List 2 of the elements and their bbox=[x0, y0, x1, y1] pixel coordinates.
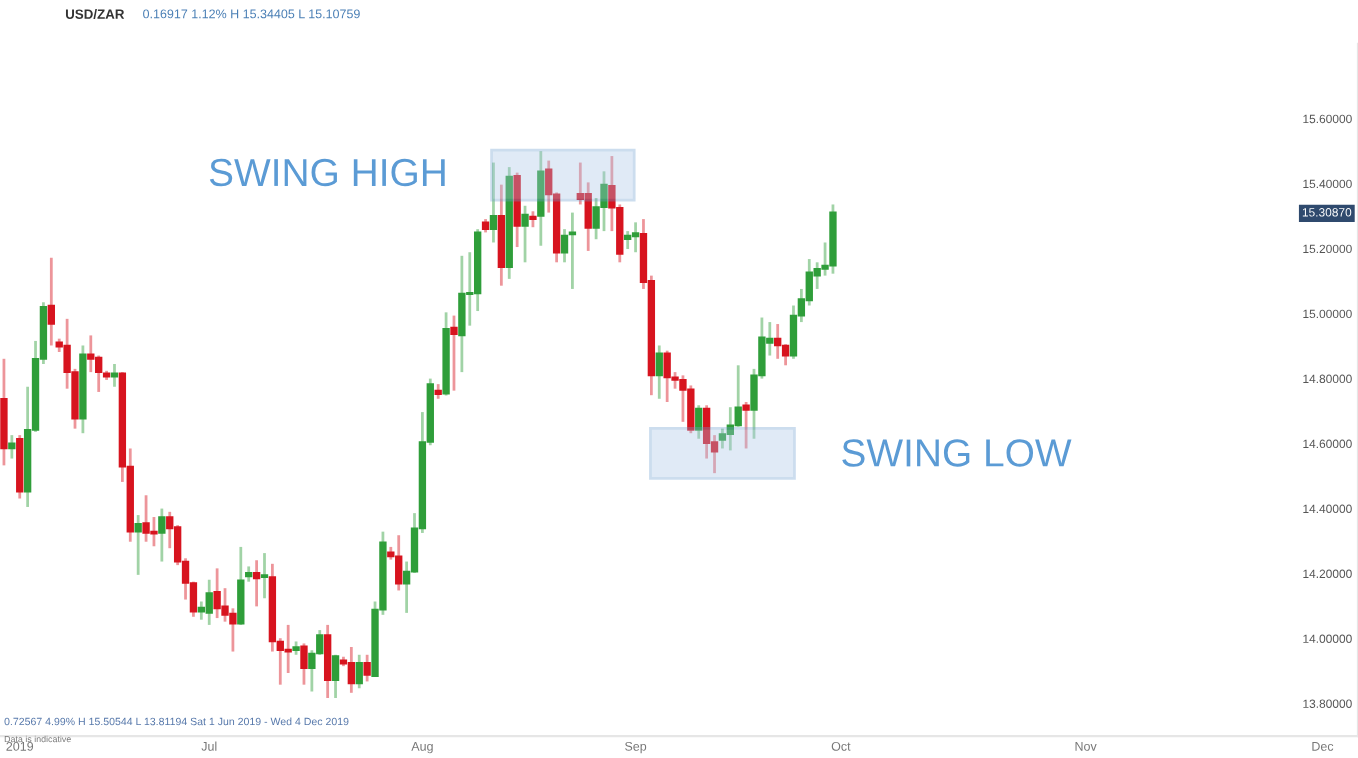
annotation: SWING HIGH bbox=[209, 158, 445, 187]
annotation: SWING LOW bbox=[842, 439, 1072, 467]
